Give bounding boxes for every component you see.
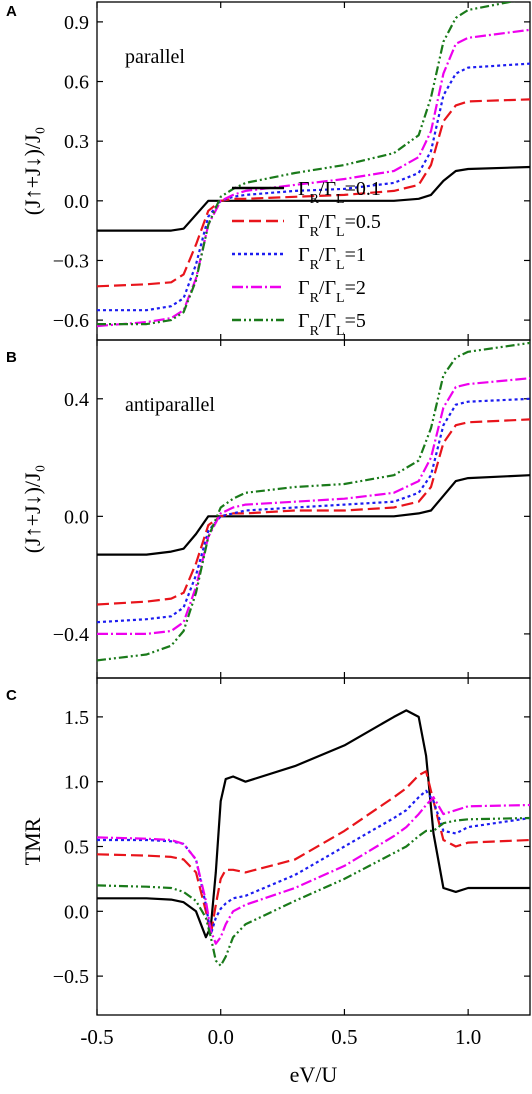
panel-label: B [6, 349, 17, 366]
y-tick-label: −0.6 [53, 310, 89, 332]
series-line-4 [97, 796, 530, 945]
plot-frame [96, 677, 531, 1016]
mode-annotation: antiparallel [125, 394, 215, 416]
series-line-1 [97, 165, 530, 232]
y-axis-label: TMR [20, 817, 45, 865]
panel-label: C [6, 687, 17, 704]
legend: ΓR/ΓL=0.1 ΓR/ΓL=0.5 ΓR/ΓL=1 ΓR/ΓL=2 ΓR/ΓL=5 [232, 178, 381, 339]
y-tick-label: 1.5 [64, 707, 89, 729]
series-line-3 [97, 789, 530, 936]
panel-a: −0.6 −0.3 0.0 0.3 0.6 0.9 A (J↑+J↓)/J₀ parallel [6, 1, 531, 341]
y-tick-label: 0.0 [64, 191, 89, 213]
series-line-2 [97, 418, 530, 606]
legend-label-2: ΓR/ΓL=0.5 [298, 211, 381, 240]
series-line-5 [97, 2, 516, 326]
y-tick-label: 0.5 [64, 837, 89, 859]
series-line-5 [97, 816, 530, 967]
series-line-1 [97, 709, 530, 939]
y-tick-label: −0.4 [53, 624, 89, 646]
panel-label: A [6, 3, 17, 20]
y-axis-label: (J↑+J↓)/J₀ [20, 127, 45, 216]
legend-label-5: ΓR/ΓL=5 [298, 310, 366, 339]
x-tick-label: 1.0 [455, 1025, 481, 1049]
plot-frame [96, 339, 531, 679]
x-axis-label: eV/U [290, 1062, 338, 1087]
y-tick-label: −0.5 [53, 966, 89, 988]
series-group [97, 709, 530, 967]
series-line-2 [97, 98, 530, 288]
y-tick-label: 0.9 [64, 12, 89, 34]
panel-b: −0.4 0.0 0.4 B (J↑+J↓)/J₀ antiparallel [6, 339, 531, 679]
x-tick-label: 0.0 [208, 1025, 234, 1049]
series-line-4 [97, 377, 530, 635]
legend-label-1: ΓR/ΓL=0.1 [298, 178, 381, 207]
legend-label-4: ΓR/ΓL=2 [298, 277, 366, 306]
series-group [97, 341, 530, 662]
series-line-3 [97, 397, 530, 624]
series-line-2 [97, 770, 530, 936]
y-tick-label: −0.3 [53, 250, 89, 272]
mode-annotation: parallel [125, 46, 185, 68]
y-tick-label: 0.0 [64, 901, 89, 923]
x-tick-label: -0.5 [80, 1025, 113, 1049]
y-tick-label: 0.3 [64, 131, 89, 153]
y-tick-label: 0.0 [64, 506, 89, 528]
y-tick-label: 0.4 [64, 389, 89, 411]
y-axis-label: (J↑+J↓)/J₀ [20, 465, 45, 554]
series-line-5 [97, 341, 530, 662]
y-tick-label: 0.6 [64, 72, 89, 94]
panel-c: −0.5 0.0 0.5 1.0 1.5 C TMR [6, 677, 531, 1016]
series-line-3 [97, 62, 530, 312]
series-line-1 [97, 474, 530, 556]
series-line-4 [97, 28, 530, 328]
y-tick-label: 1.0 [64, 772, 89, 794]
legend-label-3: ΓR/ΓL=1 [298, 244, 366, 273]
x-tick-label: 0.5 [331, 1025, 357, 1049]
